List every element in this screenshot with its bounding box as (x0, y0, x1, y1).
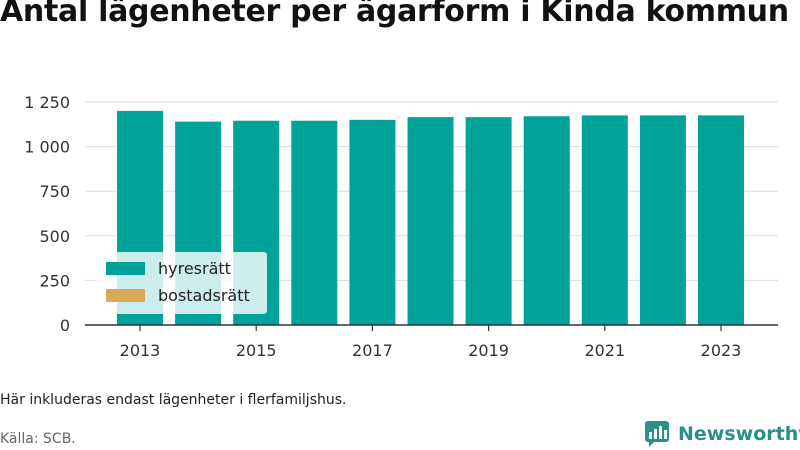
chart-title: Antal lägenheter per ägarform i Kinda ko… (0, 0, 789, 29)
y-tick-label: 750 (39, 182, 70, 201)
source-text: Källa: SCB. (0, 431, 76, 447)
x-tick-label: 2019 (468, 341, 509, 360)
legend-label-hyresratt: hyresrätt (158, 259, 231, 278)
bar-hyresrätt-2020 (523, 116, 570, 325)
x-tick-label: 2023 (701, 341, 742, 360)
bars (117, 110, 744, 326)
brand-name: Newsworthy (678, 423, 800, 445)
bar-hyresrätt-2019 (465, 117, 512, 325)
y-tick-label: 1 250 (24, 93, 70, 112)
x-axis-ticks: 2013 2015 2017 2019 2021 2023 (120, 325, 742, 360)
x-tick-label: 2015 (236, 341, 277, 360)
x-tick-label: 2021 (584, 341, 625, 360)
bar-chart: 0 250 500 750 1 000 1 250 2013 2015 2017 2019 202… (24, 93, 778, 360)
y-axis-ticks: 0 250 500 750 1 000 1 250 (24, 93, 70, 335)
legend-swatch-bostadsratt (106, 289, 145, 302)
newsworthy-logo: Newsworthy (644, 420, 800, 448)
chart-note: Här inkluderas endast lägenheter i flerf… (0, 392, 347, 408)
x-tick-label: 2017 (352, 341, 393, 360)
y-tick-label: 0 (60, 316, 70, 335)
bar-hyresrätt-2022 (639, 115, 686, 325)
bar-hyresrätt-2021 (581, 115, 628, 325)
x-tick-label: 2013 (120, 341, 161, 360)
legend: hyresrätt bostadsrätt (97, 252, 267, 314)
bar-hyresrätt-2016 (291, 120, 338, 326)
bar-hyresrätt-2023 (698, 115, 744, 325)
legend-swatch-hyresratt (106, 262, 145, 275)
bar-hyresrätt-2018 (407, 117, 454, 325)
bar-hyresrätt-2017 (349, 119, 396, 325)
y-tick-label: 1 000 (24, 138, 70, 157)
legend-label-bostadsratt: bostadsrätt (158, 286, 250, 305)
y-tick-label: 250 (39, 271, 70, 290)
y-tick-label: 500 (39, 227, 70, 246)
newsworthy-logo-icon (645, 421, 669, 447)
